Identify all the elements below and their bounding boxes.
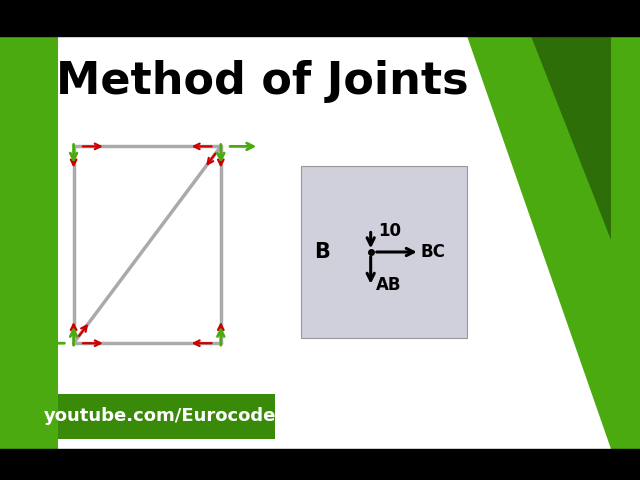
Text: 10: 10 <box>378 222 401 240</box>
Polygon shape <box>58 36 611 449</box>
Text: Method of Joints: Method of Joints <box>56 60 468 103</box>
Text: BC: BC <box>420 243 445 261</box>
Text: B: B <box>314 242 330 262</box>
Text: AB: AB <box>376 276 401 294</box>
Polygon shape <box>467 36 611 449</box>
Bar <box>0 449 640 480</box>
Bar <box>301 166 467 338</box>
Polygon shape <box>531 36 611 240</box>
Bar <box>0 36 640 449</box>
Text: youtube.com/Eurocoded: youtube.com/Eurocoded <box>44 408 289 425</box>
Bar <box>58 394 275 439</box>
Bar <box>0 0 640 36</box>
